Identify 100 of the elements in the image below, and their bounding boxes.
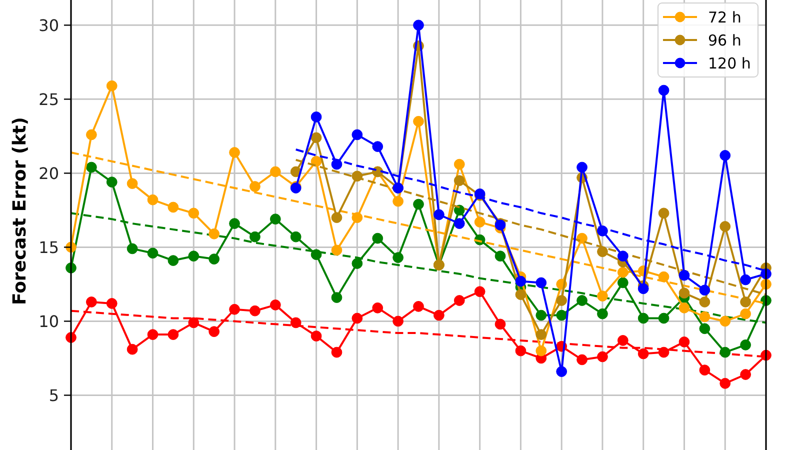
point: [658, 271, 670, 282]
point: [106, 80, 118, 92]
point: [229, 218, 240, 229]
y-tick-label: 25: [38, 90, 59, 109]
point: [720, 346, 731, 358]
point: [699, 323, 710, 334]
point: [740, 339, 752, 350]
point: [576, 354, 588, 366]
point: [310, 132, 322, 144]
point: [106, 176, 118, 188]
point: [229, 304, 240, 315]
point: [331, 158, 342, 170]
point: [188, 208, 200, 219]
point: [310, 249, 322, 260]
point: [678, 288, 690, 299]
y-tick-label: 30: [38, 16, 59, 35]
point: [536, 345, 547, 356]
point: [699, 311, 710, 322]
point: [515, 289, 526, 300]
point: [454, 295, 465, 306]
point: [413, 300, 424, 312]
legend-label: 120 h: [708, 54, 751, 72]
point: [658, 312, 670, 324]
point: [86, 296, 97, 308]
y-tick-label: 10: [38, 312, 59, 331]
point: [720, 378, 731, 389]
point: [290, 231, 302, 242]
point: [331, 212, 342, 224]
point: [208, 254, 220, 264]
point: [576, 162, 588, 173]
point: [413, 20, 424, 31]
point: [352, 258, 363, 269]
point: [392, 196, 404, 207]
point: [147, 248, 158, 259]
point: [597, 246, 608, 258]
point: [188, 250, 200, 262]
point: [331, 292, 342, 303]
point: [699, 296, 710, 308]
point: [86, 162, 97, 173]
point: [536, 310, 547, 321]
point: [638, 312, 649, 324]
point: [720, 316, 731, 327]
point: [372, 232, 384, 244]
point: [617, 277, 628, 288]
point: [678, 270, 690, 281]
point: [372, 141, 384, 152]
point: [740, 369, 752, 380]
point: [494, 250, 506, 262]
point: [147, 329, 158, 340]
point: [678, 302, 690, 314]
point: [474, 216, 486, 228]
point: [310, 156, 322, 167]
point: [331, 244, 342, 256]
point: [597, 308, 608, 320]
point: [352, 312, 363, 324]
point: [617, 250, 628, 262]
point: [536, 329, 547, 340]
point: [515, 345, 526, 356]
point: [126, 178, 138, 189]
point: [290, 317, 302, 328]
point: [699, 364, 710, 376]
point: [720, 150, 731, 161]
point: [678, 336, 690, 348]
point: [454, 204, 465, 216]
point: [168, 255, 179, 266]
point: [576, 232, 588, 244]
point: [740, 274, 752, 286]
point: [433, 209, 444, 220]
y-tick-label: 20: [38, 164, 59, 183]
point: [474, 286, 486, 298]
point: [270, 214, 281, 225]
point: [494, 318, 506, 330]
point: [310, 112, 322, 122]
point: [433, 310, 444, 321]
point: [556, 310, 568, 321]
legend-label: 96 h: [708, 31, 742, 50]
point: [270, 166, 281, 178]
point: [454, 218, 465, 229]
point: [536, 277, 547, 288]
point: [720, 221, 731, 232]
point: [270, 299, 281, 310]
point: [168, 329, 179, 340]
point: [188, 317, 200, 328]
point: [126, 344, 138, 355]
point: [658, 208, 670, 219]
point: [658, 84, 670, 96]
y-axis-title: Forecast Error (kt): [9, 116, 30, 306]
point: [372, 302, 384, 314]
legend-label: 72 h: [708, 8, 742, 26]
point: [454, 175, 465, 186]
point: [106, 298, 118, 309]
point: [250, 231, 260, 242]
point: [392, 316, 404, 327]
point: [352, 129, 363, 140]
point: [208, 228, 220, 240]
point: [515, 276, 526, 287]
point: [413, 116, 424, 127]
point: [392, 252, 404, 264]
y-tick-label: 5: [48, 386, 59, 405]
point: [454, 158, 465, 170]
